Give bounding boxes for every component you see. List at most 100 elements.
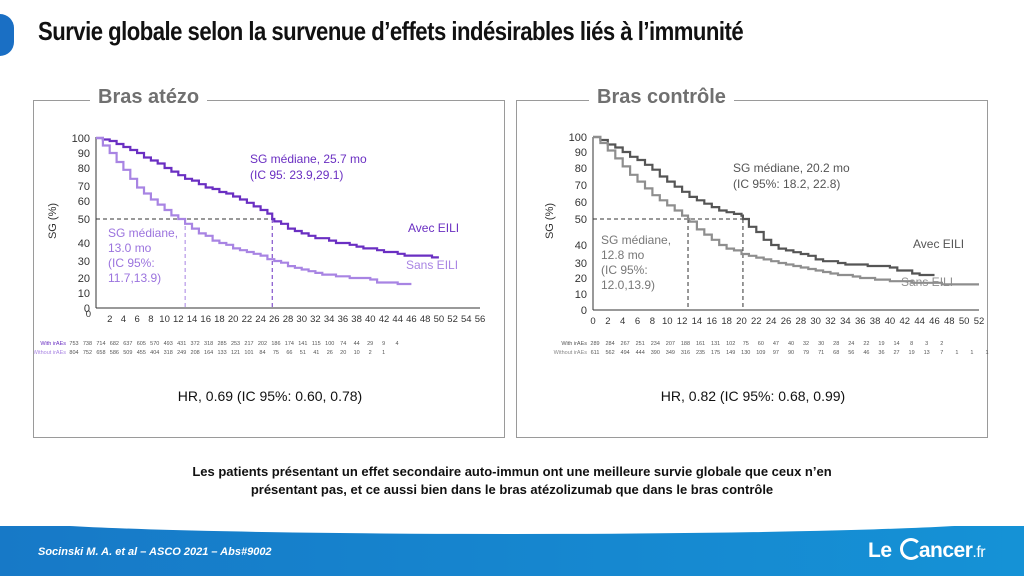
risk-table-cell: 234 — [651, 341, 660, 347]
risk-table-cell: 493 — [164, 341, 173, 347]
site-logo[interactable]: Le ancer.fr — [868, 538, 986, 563]
median-label-upper-2: (IC 95: 23.9,29.1) — [250, 168, 343, 182]
y-tick-label: 70 — [575, 180, 587, 192]
risk-table-cell: 752 — [83, 350, 92, 356]
series-label-sans-eili: Sans EILI — [406, 258, 458, 272]
x-tick-label: 38 — [351, 314, 362, 325]
x-tick-label: 42 — [379, 314, 390, 325]
y-tick-label: 40 — [78, 238, 90, 250]
risk-table-cell: 7 — [940, 350, 943, 356]
risk-table-cell: 46 — [863, 350, 869, 356]
risk-table-cell: 75 — [743, 341, 749, 347]
x-tick-label: 42 — [899, 316, 910, 327]
x-tick-label: 52 — [974, 316, 985, 327]
risk-table-cell: 28 — [833, 341, 839, 347]
risk-table-cell: 253 — [231, 341, 240, 347]
x-tick-label: 32 — [825, 316, 836, 327]
risk-table-cell: 27 — [893, 350, 899, 356]
x-tick-label: 2 — [107, 314, 112, 325]
risk-table-cell: 22 — [863, 341, 869, 347]
title-accent-bar — [0, 14, 14, 56]
risk-table-cell: 131 — [711, 341, 720, 347]
risk-table-cell: 109 — [756, 350, 765, 356]
risk-table-cell: 133 — [217, 350, 226, 356]
risk-table-cell: 71 — [818, 350, 824, 356]
risk-table-cell: 175 — [711, 350, 720, 356]
risk-table-cell: 753 — [69, 341, 78, 347]
logo-text-left: Le — [868, 539, 897, 562]
x-tick-label: 4 — [121, 314, 126, 325]
risk-table-cell: 390 — [651, 350, 660, 356]
risk-row-label: With irAEs — [40, 341, 66, 347]
x-tick-label: 36 — [855, 316, 866, 327]
y-tick-label: 80 — [78, 163, 90, 175]
risk-table-cell: 102 — [726, 341, 735, 347]
risk-table-cell: 1 — [985, 350, 988, 356]
median-label-upper-1: SG médiane, 25.7 mo — [250, 152, 367, 166]
risk-table-cell: 2 — [940, 341, 943, 347]
x-tick-label: 56 — [475, 314, 486, 325]
median-label-lower-3: (IC 95%: — [601, 263, 648, 277]
y-tick-label: 0 — [581, 305, 587, 317]
risk-table-cell: 251 — [636, 341, 645, 347]
y-tick-label: 20 — [78, 273, 90, 285]
risk-table-cell: 14 — [893, 341, 899, 347]
risk-table-cell: 804 — [69, 350, 78, 356]
y-tick-label: 10 — [575, 289, 587, 301]
risk-table-cell: 372 — [191, 341, 200, 347]
risk-row-label: Without irAEs — [554, 350, 588, 356]
x-tick-label: 40 — [365, 314, 376, 325]
risk-table-cell: 32 — [803, 341, 809, 347]
x-tick-label: 44 — [914, 316, 925, 327]
x-tick-label: 54 — [461, 314, 472, 325]
conclusion-caption: Les patients présentant un effet seconda… — [0, 463, 1024, 499]
x-tick-label: 22 — [751, 316, 762, 327]
y-tick-label: 70 — [78, 181, 90, 193]
median-label-lower-2: 13.0 mo — [108, 241, 152, 255]
x-tick-label: 6 — [635, 316, 640, 327]
risk-table-cell: 97 — [773, 350, 779, 356]
x-tick-label: 44 — [392, 314, 403, 325]
risk-table-cell: 658 — [96, 350, 105, 356]
km-curve-avec-eili — [96, 136, 439, 259]
risk-table-cell: 738 — [83, 341, 92, 347]
risk-table-cell: 207 — [666, 341, 675, 347]
x-tick-label: 6 — [134, 314, 139, 325]
median-label-lower-3: (IC 95%: — [108, 256, 155, 270]
risk-table-cell: 115 — [312, 341, 321, 347]
x-tick-label: 16 — [706, 316, 717, 327]
x-tick-label: 2 — [605, 316, 610, 327]
x-tick-label: 24 — [766, 316, 777, 327]
risk-table-cell: 130 — [741, 350, 750, 356]
risk-table-cell: 431 — [177, 341, 186, 347]
risk-table-cell: 714 — [96, 341, 105, 347]
risk-table-cell: 74 — [340, 341, 346, 347]
x-tick-label: 18 — [214, 314, 225, 325]
caption-line-1: Les patients présentant un effet seconda… — [192, 464, 832, 479]
risk-table-cell: 164 — [204, 350, 213, 356]
x-tick-label: 34 — [840, 316, 851, 327]
median-label-lower-1: SG médiane, — [108, 226, 178, 240]
risk-table-cell: 40 — [788, 341, 794, 347]
x-tick-label: 20 — [228, 314, 239, 325]
panel-title-controle: Bras contrôle — [589, 86, 734, 109]
y-tick-label: 10 — [78, 288, 90, 300]
risk-table-cell: 316 — [681, 350, 690, 356]
x-tick-label: 50 — [434, 314, 445, 325]
x-tick-label: 52 — [447, 314, 458, 325]
footer-bar: Socinski M. A. et al – ASCO 2021 – Abs#9… — [0, 518, 1024, 576]
risk-table-cell: 149 — [726, 350, 735, 356]
risk-table-cell: 188 — [681, 341, 690, 347]
risk-table-cell: 10 — [354, 350, 360, 356]
footer-curve — [0, 518, 1024, 534]
y-axis-label: SG (%) — [544, 203, 556, 239]
risk-table-cell: 56 — [848, 350, 854, 356]
risk-table-cell: 284 — [605, 341, 614, 347]
risk-table-cell: 66 — [286, 350, 292, 356]
chart-panel-controle: Bras contrôle SG (%) 0 10 20 30 40 50 60 70 80 90 1… — [516, 86, 989, 438]
risk-table-cell: 249 — [177, 350, 186, 356]
x-tick-label: 46 — [406, 314, 417, 325]
risk-table-cell: 75 — [273, 350, 279, 356]
